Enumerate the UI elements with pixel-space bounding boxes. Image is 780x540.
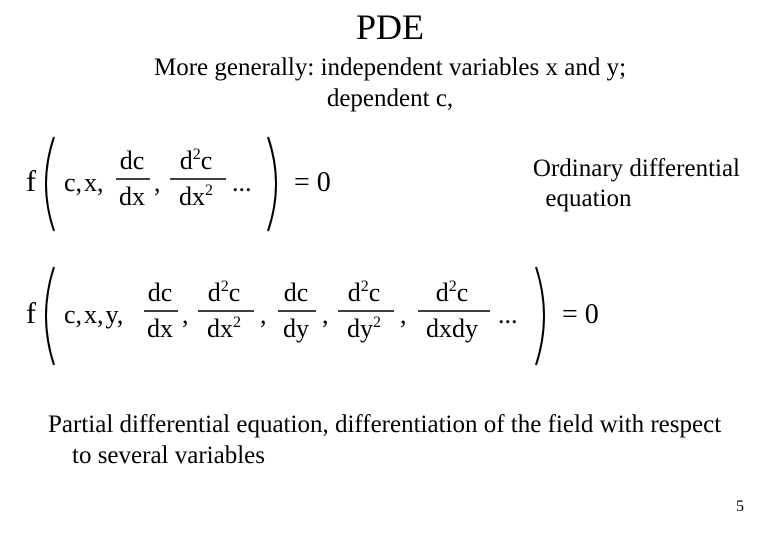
pde-description: Partial differential equation, different… — [48, 409, 780, 472]
ode-label: Ordinary differential equation — [533, 154, 740, 214]
frac-num-1: dc — [120, 146, 145, 175]
slide: PDE More generally: independent variable… — [0, 6, 780, 540]
ode-label-line-1: Ordinary differential — [533, 155, 740, 182]
p-comma-4: , — [400, 300, 407, 329]
math-cx: c,x, — [64, 168, 104, 197]
p-comma-1: , — [182, 300, 189, 329]
p-frac-num-1: dc — [148, 278, 173, 307]
eq-zero-1: = 0 — [294, 167, 331, 198]
subtitle-line-2: dependent c, — [327, 85, 453, 112]
frac-num-2: d2c — [180, 146, 213, 175]
p-frac-den-4: dy2 — [347, 314, 381, 343]
pde-row: f c,x,y, dc dx , d2c dx2 , dc dy , d2c d… — [0, 259, 780, 379]
p-frac-den-5: dxdy — [426, 314, 478, 343]
pde-equation: f c,x,y, dc dx , d2c dx2 , dc dy , d2c d… — [20, 259, 760, 374]
p-frac-num-3: dc — [284, 278, 309, 307]
left-paren — [46, 137, 54, 231]
page-number: 5 — [736, 498, 744, 516]
math-f: f — [26, 165, 36, 198]
p-frac-den-1: dx — [147, 314, 173, 343]
p-frac-num-4: d2c — [348, 278, 381, 307]
subtitle-line-1: More generally: independent variables x … — [154, 54, 626, 81]
ode-row: f c,x, dc dx , d2c dx2 ... = 0 Ordinary … — [0, 129, 780, 239]
page-title: PDE — [0, 6, 780, 48]
p-comma-3: , — [322, 300, 329, 329]
comma-1: , — [154, 168, 161, 197]
right-paren — [268, 137, 276, 231]
ellipsis-1: ... — [232, 168, 252, 197]
math-cxy: c,x,y, — [64, 300, 123, 329]
p-frac-den-2: dx2 — [207, 314, 241, 343]
p-frac-den-3: dy — [283, 314, 309, 343]
subtitle: More generally: independent variables x … — [60, 52, 720, 115]
eq-zero-2: = 0 — [562, 299, 599, 330]
frac-den-2: dx2 — [179, 182, 213, 211]
left-paren-2 — [46, 267, 54, 365]
frac-den-1: dx — [119, 182, 145, 211]
p-frac-num-2: d2c — [208, 278, 241, 307]
ode-label-line-2: equation — [545, 185, 631, 212]
ellipsis-2: ... — [498, 300, 518, 329]
math-f-2: f — [26, 297, 36, 330]
p-frac-num-5: d2c — [436, 278, 469, 307]
p-comma-2: , — [260, 300, 267, 329]
right-paren-2 — [536, 267, 544, 365]
ode-equation: f c,x, dc dx , d2c dx2 ... = 0 — [20, 129, 400, 239]
